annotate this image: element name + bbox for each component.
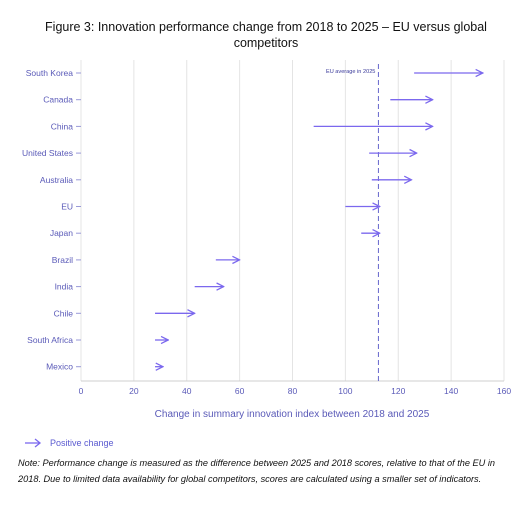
category-label: Mexico [46, 362, 73, 372]
x-tick-label: 0 [79, 386, 84, 396]
category-label: South Africa [27, 335, 73, 345]
category-label: India [55, 282, 74, 292]
x-tick-label: 40 [182, 386, 192, 396]
chart-title-line-2: competitors [233, 36, 299, 50]
x-tick-label: 100 [338, 386, 352, 396]
chart-title: Figure 3: Innovation performance change … [0, 19, 532, 51]
x-tick-label: 120 [391, 386, 405, 396]
category-label: Australia [40, 175, 73, 185]
reference-line-label: EU average in 2025 [326, 69, 375, 75]
category-label: Chile [54, 308, 74, 318]
x-tick-label: 140 [444, 386, 458, 396]
category-label: Brazil [52, 255, 73, 265]
legend-arrow-icon [25, 438, 42, 448]
legend: Positive change [24, 438, 114, 448]
x-tick-label: 60 [235, 386, 245, 396]
category-label: China [51, 121, 73, 131]
arrow-chart: 0 20 40 60 80 100 120 140 160 EU average in 2025 S… [22, 60, 511, 420]
x-tick-label: 160 [497, 386, 511, 396]
x-axis-label: Change in summary innovation index betwe… [155, 409, 430, 420]
x-tick-label: 80 [288, 386, 298, 396]
legend-label: Positive change [50, 438, 114, 448]
category-label: Canada [43, 95, 73, 105]
x-tick-label: 20 [129, 386, 139, 396]
category-label: South Korea [26, 68, 74, 78]
category-label: Japan [50, 228, 73, 238]
chart-title-line-1: Figure 3: Innovation performance change … [45, 20, 487, 34]
category-label: United States [22, 148, 73, 158]
category-label: EU [61, 202, 73, 212]
figure-note: Note: Performance change is measured as … [18, 458, 496, 484]
